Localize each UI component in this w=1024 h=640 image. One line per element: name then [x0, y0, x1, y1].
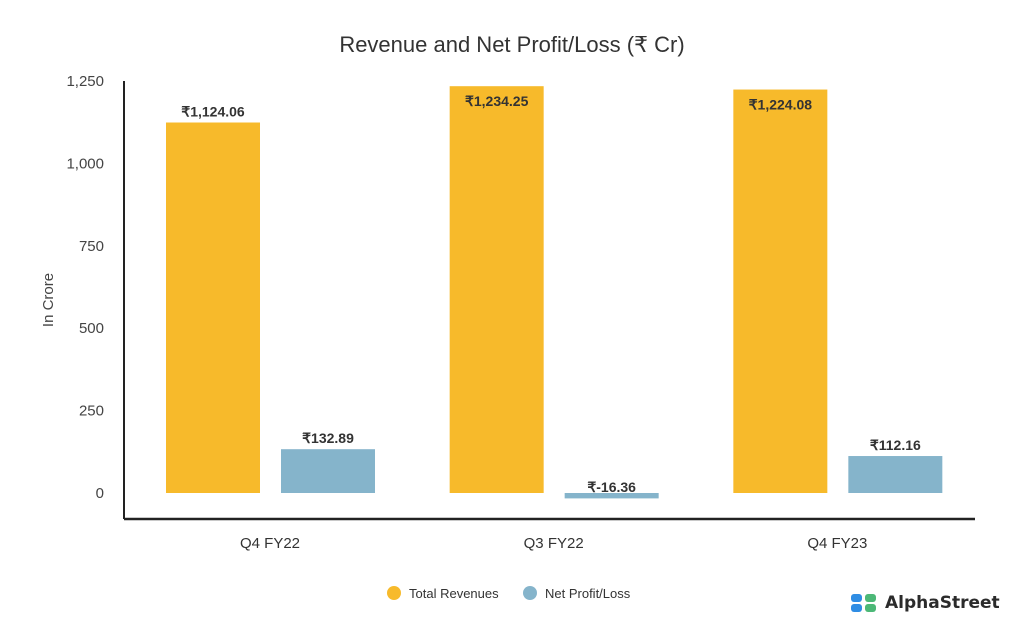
alphastreet-logo: AlphaStreet — [851, 593, 1000, 613]
legend-swatch — [523, 586, 537, 600]
bar-revenue-0 — [166, 122, 260, 493]
bar-profit-0 — [281, 449, 375, 493]
alphastreet-logo-icon — [851, 594, 876, 612]
legend-label: Total Revenues — [409, 586, 499, 601]
data-label: ₹-16.36 — [587, 479, 636, 495]
data-label: ₹132.89 — [302, 430, 354, 446]
y-axis-label: In Crore — [40, 273, 57, 327]
legend-label: Net Profit/Loss — [545, 586, 631, 601]
x-tick-label: Q3 FY22 — [524, 535, 584, 552]
y-tick-label: 750 — [79, 238, 104, 255]
y-tick-label: 500 — [79, 320, 104, 337]
chart-title: Revenue and Net Profit/Loss (₹ Cr) — [339, 32, 684, 57]
x-tick-label: Q4 FY23 — [807, 535, 867, 552]
y-tick-label: 250 — [79, 403, 104, 420]
data-label: ₹1,224.08 — [749, 97, 813, 113]
y-tick-label: 0 — [96, 485, 104, 502]
data-label: ₹1,234.25 — [465, 93, 529, 109]
x-tick-label: Q4 FY22 — [240, 535, 300, 552]
bar-profit-1 — [564, 493, 659, 499]
y-tick-label: 1,000 — [66, 155, 104, 172]
data-label: ₹1,124.06 — [181, 104, 245, 120]
data-label: ₹112.16 — [870, 437, 921, 453]
bar-profit-2 — [848, 456, 943, 493]
legend-swatch — [387, 586, 401, 600]
bar-revenue-1 — [449, 86, 544, 494]
y-tick-label: 1,250 — [66, 73, 104, 90]
alphastreet-logo-text: AlphaStreet — [885, 593, 1000, 613]
bar-revenue-2 — [733, 89, 828, 493]
